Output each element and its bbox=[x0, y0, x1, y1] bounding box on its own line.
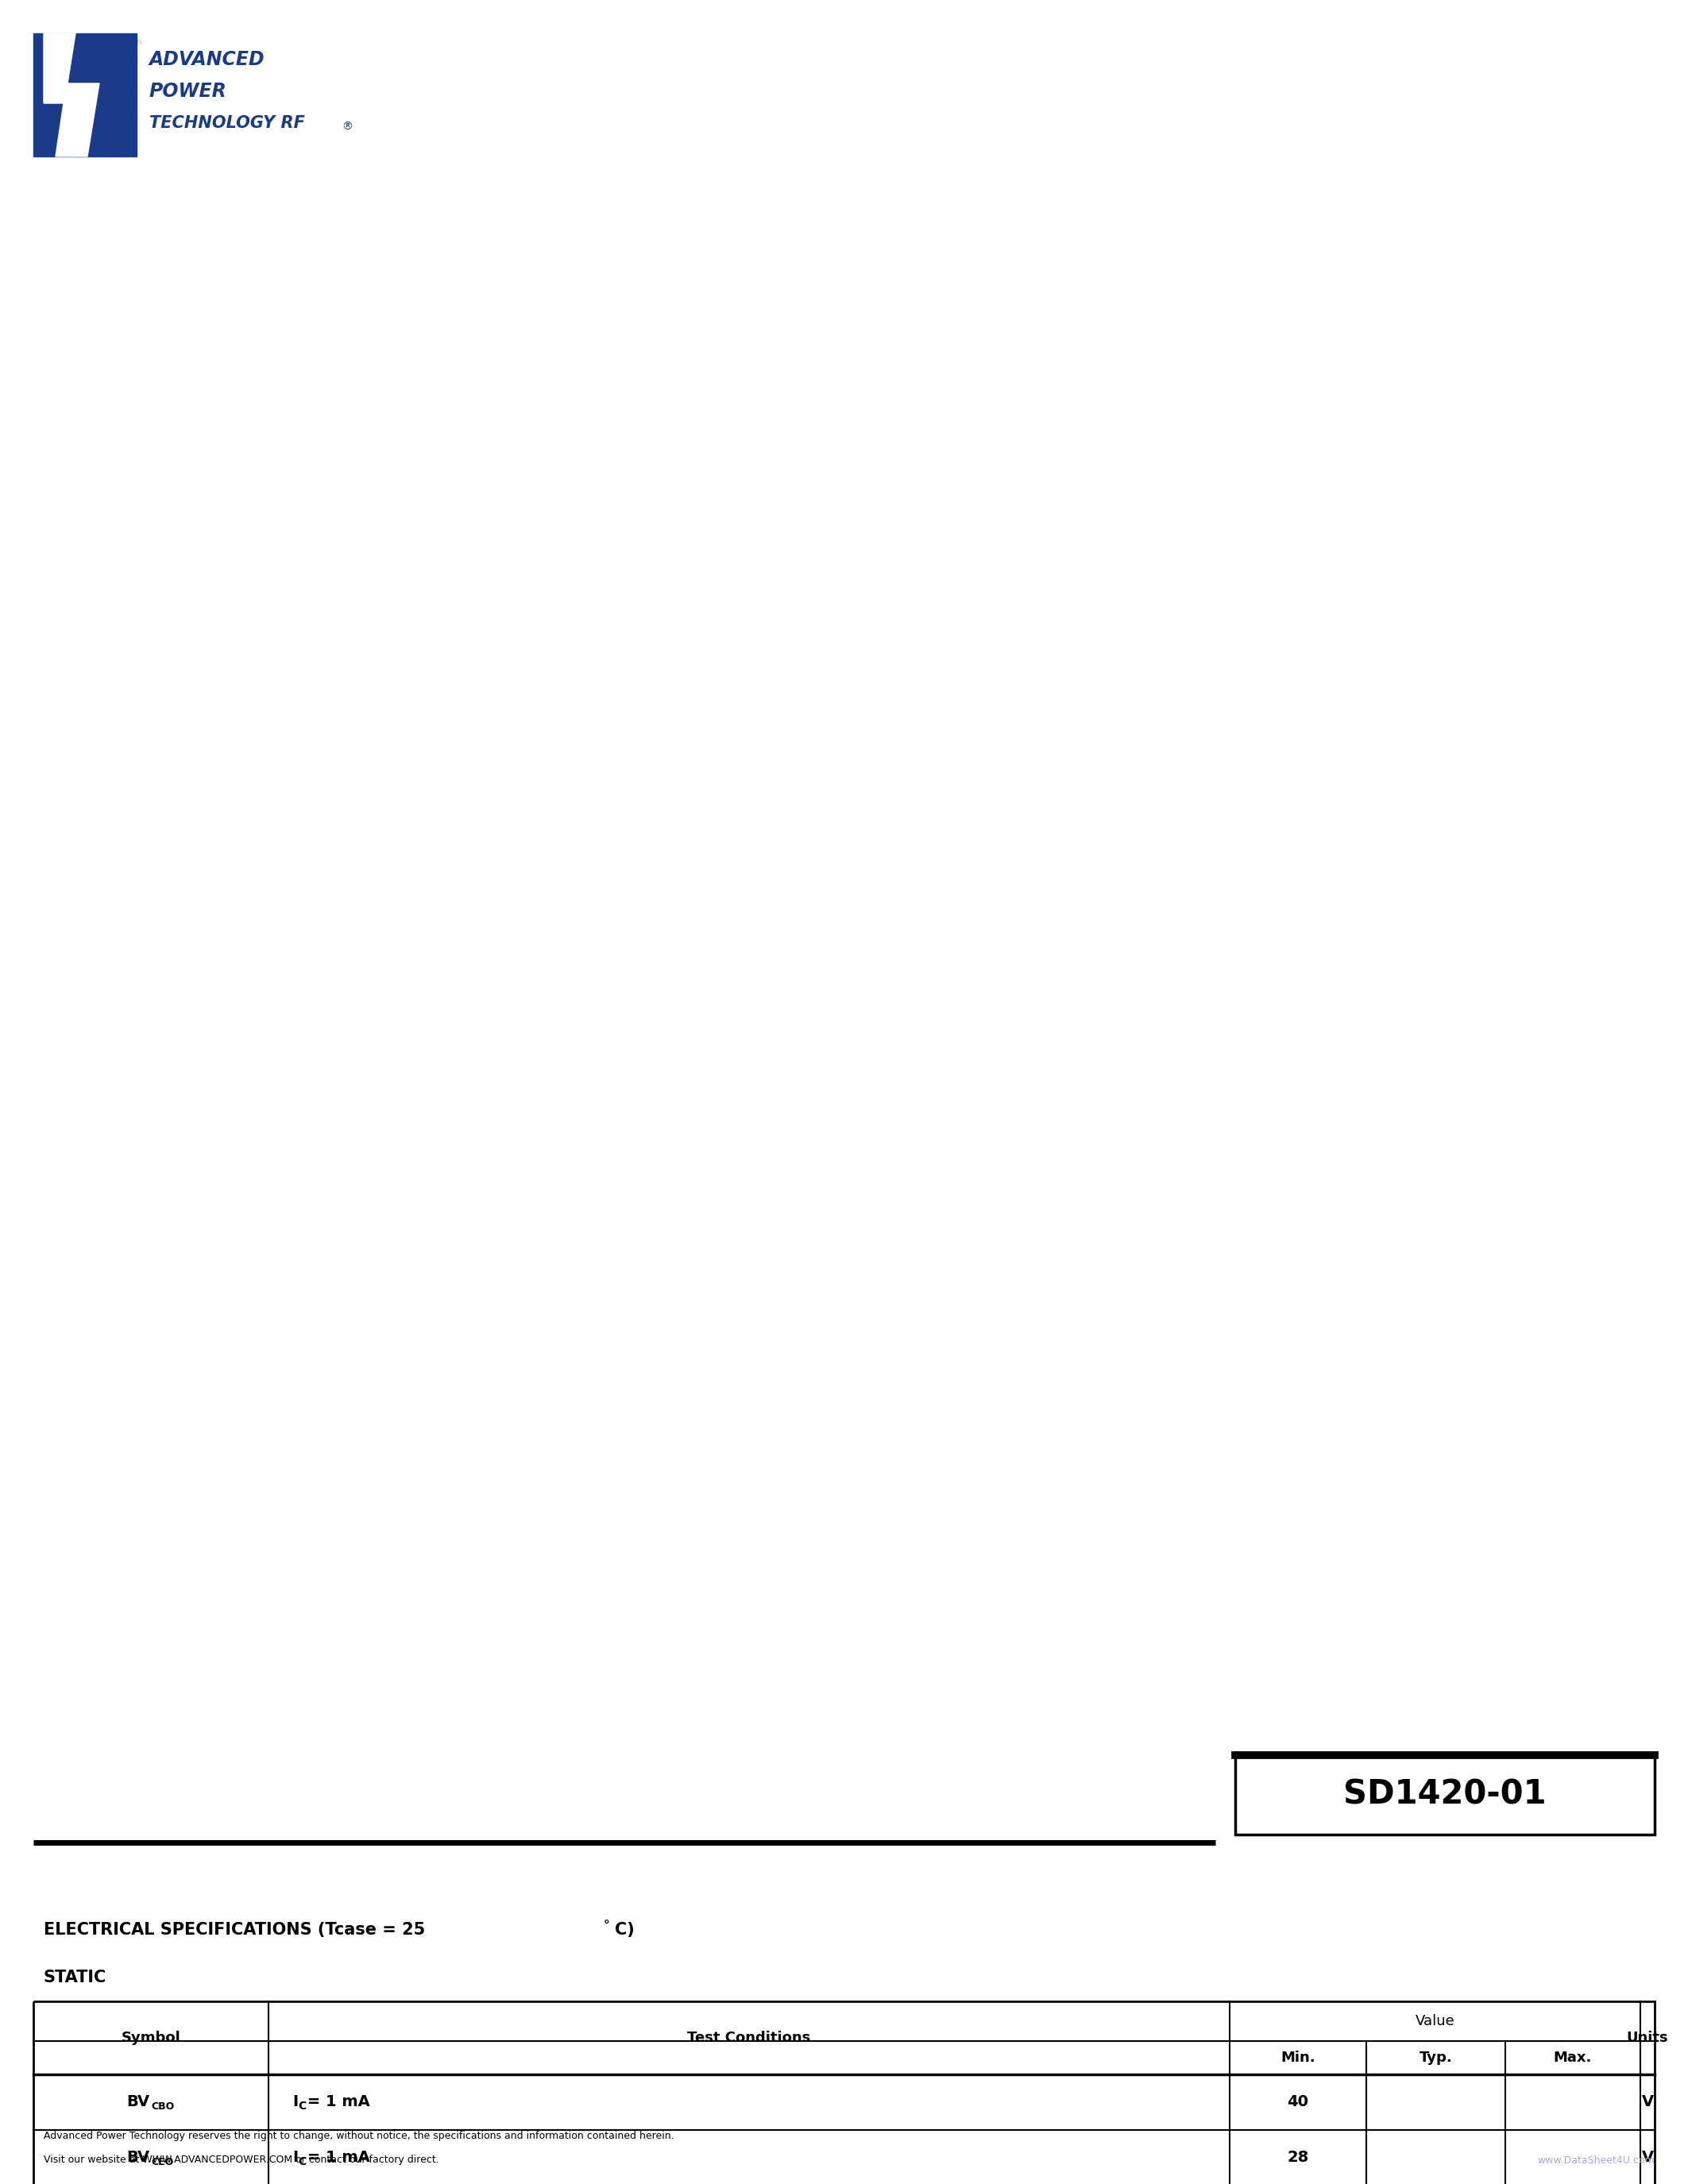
Text: Symbol: Symbol bbox=[122, 2031, 181, 2044]
Text: Value: Value bbox=[1415, 2014, 1455, 2029]
Text: ADVANCED: ADVANCED bbox=[149, 50, 265, 70]
Bar bbox=[34, 33, 137, 157]
Text: SD1420-01: SD1420-01 bbox=[1344, 1778, 1546, 1811]
Text: www.DataSheet4U.com: www.DataSheet4U.com bbox=[1538, 2156, 1654, 2164]
Text: Test Conditions: Test Conditions bbox=[687, 2031, 810, 2044]
Text: I: I bbox=[292, 2151, 299, 2164]
Text: C: C bbox=[297, 2156, 306, 2167]
Text: 40: 40 bbox=[1288, 2094, 1308, 2110]
Text: V: V bbox=[1641, 2094, 1654, 2110]
Text: POWER: POWER bbox=[149, 81, 228, 100]
Text: Typ.: Typ. bbox=[1420, 2051, 1452, 2064]
Text: = 1 mA: = 1 mA bbox=[302, 2094, 370, 2110]
Text: 28: 28 bbox=[1288, 2151, 1308, 2164]
Text: I: I bbox=[292, 2094, 299, 2110]
Bar bbox=[1236, 1756, 1654, 1835]
Text: CEO: CEO bbox=[150, 2156, 174, 2167]
Text: °: ° bbox=[604, 1920, 609, 1933]
Text: TECHNOLOGY RF: TECHNOLOGY RF bbox=[149, 116, 306, 131]
Text: Advanced Power Technology reserves the right to change, without notice, the spec: Advanced Power Technology reserves the r… bbox=[44, 2132, 674, 2143]
Text: C: C bbox=[297, 2101, 306, 2112]
Text: STATIC: STATIC bbox=[44, 1970, 106, 1985]
Text: Units: Units bbox=[1627, 2031, 1668, 2044]
Text: CBO: CBO bbox=[150, 2101, 174, 2112]
Text: Visit our website at WWW.ADVANCEDPOWER.COM or contact our factory direct.: Visit our website at WWW.ADVANCEDPOWER.C… bbox=[44, 2156, 439, 2164]
Text: Min.: Min. bbox=[1281, 2051, 1315, 2064]
Polygon shape bbox=[44, 33, 100, 157]
Text: BV: BV bbox=[127, 2151, 149, 2164]
Text: = 1 mA: = 1 mA bbox=[302, 2151, 370, 2164]
Text: ®: ® bbox=[341, 122, 353, 133]
Text: ELECTRICAL SPECIFICATIONS (Tcase = 25: ELECTRICAL SPECIFICATIONS (Tcase = 25 bbox=[44, 1922, 425, 1937]
Text: C): C) bbox=[614, 1922, 635, 1937]
Text: BV: BV bbox=[127, 2094, 149, 2110]
Text: Max.: Max. bbox=[1553, 2051, 1592, 2064]
Bar bbox=[34, 2001, 1654, 2184]
Text: www.DataSheet4U.com: www.DataSheet4U.com bbox=[39, 37, 143, 46]
Text: V: V bbox=[1641, 2151, 1654, 2164]
